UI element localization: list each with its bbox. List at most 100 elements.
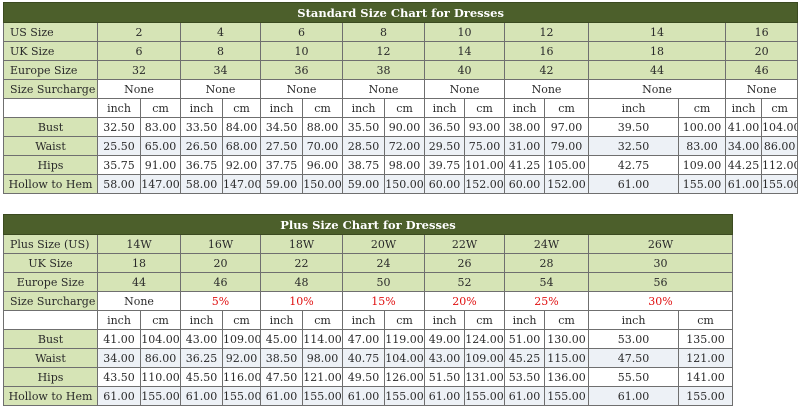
- inch-value-cell: 58.00: [180, 174, 223, 194]
- surcharge-cell: None: [724, 79, 799, 99]
- inch-value-cell: 61.00: [342, 386, 385, 406]
- inch-value-cell: 36.50: [424, 117, 465, 137]
- unit-cm-header: cm: [302, 310, 343, 330]
- inch-value-cell: 28.50: [342, 136, 385, 156]
- row-label-europe-size: Europe Size: [3, 272, 98, 292]
- inch-value-cell: 27.50: [260, 136, 303, 156]
- uk-size-cell: 20: [724, 41, 799, 61]
- inch-value-cell: 37.75: [260, 155, 303, 175]
- inch-value-cell: 61.00: [97, 386, 141, 406]
- cm-value-cell: 155.00: [464, 386, 505, 406]
- unit-cm-header: cm: [544, 310, 589, 330]
- table-row: Hips 35.75 91.00 36.75 92.00 37.75 96.00 38.75 9…: [3, 155, 799, 175]
- standard-size-chart: Standard Size Chart for Dresses US Size …: [2, 2, 799, 194]
- measurement-label: Hips: [3, 155, 98, 175]
- cm-value-cell: 109.00: [222, 329, 261, 349]
- inch-value-cell: 41.00: [97, 329, 141, 349]
- cm-value-cell: 121.00: [677, 348, 734, 368]
- us-size-cell: 12: [504, 22, 589, 42]
- inch-value-cell: 34.50: [260, 117, 303, 137]
- uk-size-cell: 28: [504, 253, 589, 273]
- surcharge-cell: None: [342, 79, 425, 99]
- surcharge-cell: 20%: [424, 291, 505, 311]
- inch-value-cell: 33.50: [180, 117, 223, 137]
- unit-inch-header: inch: [588, 310, 679, 330]
- inch-value-cell: 61.00: [504, 386, 545, 406]
- uk-size-cell: 14: [424, 41, 505, 61]
- plus-size-cell: 14W: [97, 234, 181, 254]
- row-label-us-size: US Size: [3, 22, 98, 42]
- measurement-label: Hollow to Hem: [3, 386, 98, 406]
- cm-value-cell: 155.00: [222, 386, 261, 406]
- cm-value-cell: 155.00: [760, 174, 799, 194]
- surcharge-cell: 5%: [180, 291, 261, 311]
- inch-value-cell: 61.00: [725, 174, 762, 194]
- row-label-uk-size: UK Size: [3, 41, 98, 61]
- unit-cm-header: cm: [384, 310, 425, 330]
- cm-value-cell: 86.00: [760, 136, 799, 156]
- cm-value-cell: 136.00: [544, 367, 589, 387]
- inch-value-cell: 59.00: [260, 174, 303, 194]
- cm-value-cell: 97.00: [544, 117, 589, 137]
- uk-size-cell: 12: [342, 41, 425, 61]
- cm-value-cell: 130.00: [544, 329, 589, 349]
- cm-value-cell: 155.00: [140, 386, 181, 406]
- row-label-europe-size: Europe Size: [3, 60, 98, 80]
- cm-value-cell: 115.00: [544, 348, 589, 368]
- europe-size-cell: 56: [587, 272, 734, 292]
- inch-value-cell: 39.50: [588, 117, 679, 137]
- plus-size-chart: Plus Size Chart for Dresses Plus Size (U…: [2, 214, 734, 406]
- measurement-label: Waist: [3, 348, 98, 368]
- cm-value-cell: 155.00: [384, 386, 425, 406]
- inch-value-cell: 47.50: [588, 348, 679, 368]
- measurement-label: Waist: [3, 136, 98, 156]
- cm-value-cell: 98.00: [384, 155, 425, 175]
- uk-size-cell: 6: [97, 41, 181, 61]
- cm-value-cell: 96.00: [302, 155, 343, 175]
- inch-value-cell: 36.75: [180, 155, 223, 175]
- inch-value-cell: 45.25: [504, 348, 545, 368]
- surcharge-cell: None: [424, 79, 505, 99]
- unit-row-spacer: [3, 98, 98, 118]
- cm-value-cell: 126.00: [384, 367, 425, 387]
- cm-value-cell: 121.00: [302, 367, 343, 387]
- unit-inch-header: inch: [180, 98, 223, 118]
- cm-value-cell: 155.00: [678, 174, 726, 194]
- cm-value-cell: 88.00: [302, 117, 343, 137]
- unit-cm-header: cm: [222, 310, 261, 330]
- cm-value-cell: 147.00: [222, 174, 261, 194]
- cm-value-cell: 100.00: [678, 117, 726, 137]
- cm-value-cell: 93.00: [464, 117, 505, 137]
- inch-value-cell: 53.50: [504, 367, 545, 387]
- plus-size-cell: 24W: [504, 234, 589, 254]
- unit-inch-header: inch: [588, 98, 679, 118]
- cm-value-cell: 79.00: [544, 136, 589, 156]
- inch-value-cell: 58.00: [97, 174, 141, 194]
- inch-value-cell: 47.50: [260, 367, 303, 387]
- cm-value-cell: 98.00: [302, 348, 343, 368]
- unit-cm-header: cm: [384, 98, 425, 118]
- inch-value-cell: 38.75: [342, 155, 385, 175]
- measurement-label: Bust: [3, 329, 98, 349]
- surcharge-cell: None: [97, 79, 181, 99]
- cm-value-cell: 90.00: [384, 117, 425, 137]
- inch-value-cell: 45.00: [260, 329, 303, 349]
- uk-size-cell: 26: [424, 253, 505, 273]
- measurement-label: Bust: [3, 117, 98, 137]
- surcharge-cell: None: [180, 79, 261, 99]
- surcharge-cell: 15%: [342, 291, 425, 311]
- cm-value-cell: 147.00: [140, 174, 181, 194]
- europe-size-cell: 48: [260, 272, 343, 292]
- inch-value-cell: 60.00: [504, 174, 545, 194]
- cm-value-cell: 68.00: [222, 136, 261, 156]
- europe-size-cell: 52: [424, 272, 505, 292]
- inch-value-cell: 53.00: [588, 329, 679, 349]
- cm-value-cell: 75.00: [464, 136, 505, 156]
- inch-value-cell: 49.50: [342, 367, 385, 387]
- inch-value-cell: 51.00: [504, 329, 545, 349]
- cm-value-cell: 104.00: [140, 329, 181, 349]
- uk-size-cell: 18: [588, 41, 726, 61]
- plus-size-cell: 18W: [260, 234, 343, 254]
- uk-size-cell: 18: [97, 253, 181, 273]
- inch-value-cell: 59.00: [342, 174, 385, 194]
